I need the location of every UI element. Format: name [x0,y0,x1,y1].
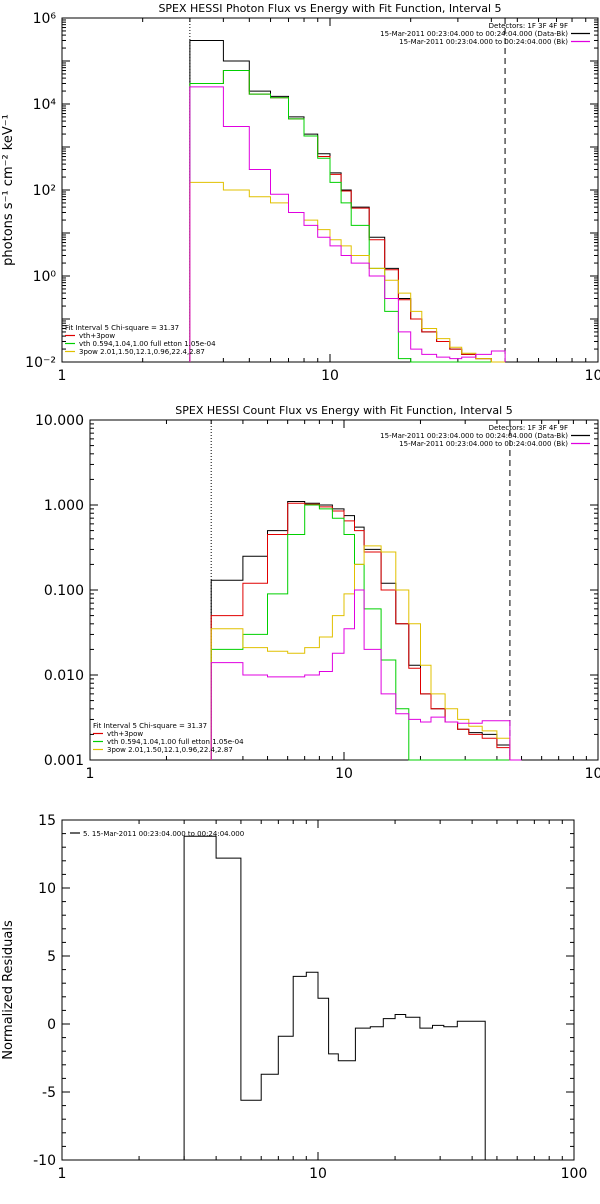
legend-entry-label: 15-Mar-2011 00:23:04.000 to 00:24:04.000… [399,38,568,46]
x-tick-label: 1 [58,1166,67,1182]
chart-title: SPEX HESSI Count Flux vs Energy with Fit… [175,404,512,417]
y-tick-label: 10² [33,183,56,199]
plot-frame [89,419,599,761]
x-tick-label: 1 [86,766,95,782]
legend-header: Detectors: 1F 3F 4F 9F [489,22,568,30]
y-axis-label: Normalized Residuals [1,920,16,1060]
series-line-3 [210,545,522,761]
legend-entry-label: vth 0.594,1.04,1.00 full etton 1.05e-04 [107,738,244,746]
y-tick-label: 10⁶ [33,11,57,27]
x-tick-label: 10 [309,1166,327,1182]
legend-header: Fit Interval 5 Chi-square = 31.37 [65,324,179,332]
legend-entry-label: 3pow 2.01,1.50,12.1,0.96,22.4,2.87 [79,348,205,356]
legend-entry-label: 15-Mar-2011 00:23:04.000 to 00:24:04.000… [399,440,568,448]
x-tick-label: 100 [561,1166,588,1182]
y-tick-label: 10 [38,881,56,897]
y-tick-label: -5 [42,1085,56,1101]
chart-panel-3: 1 10 100 -10 -5 0 5 10 15 Normalized Residuals 5. … [1,813,587,1182]
y-tick-label: 1.000 [44,498,84,514]
series-line-0 [189,40,506,363]
y-axis-label: photons s⁻¹ cm⁻² keV⁻¹ [1,114,16,266]
y-tick-label: 5 [47,949,56,965]
series-line-4 [189,86,506,362]
chart-title: SPEX HESSI Photon Flux vs Energy with Fi… [158,2,501,15]
legend-entry-label: vth+3pow [79,332,115,340]
legend-entry-label: vth 0.594,1.04,1.00 full etton 1.05e-04 [79,340,216,348]
x-tick-label: 10 [321,368,339,384]
series-line-2 [189,70,506,363]
y-tick-label: 10⁻² [25,355,56,371]
y-tick-label: 10⁰ [33,269,57,285]
x-tick-label: 100 [585,766,600,782]
y-tick-label: -10 [33,1153,56,1169]
x-tick-label: 100 [585,368,600,384]
y-tick-label: 10.000 [35,413,84,429]
legend-header: Detectors: 1F 3F 4F 9F [489,424,568,432]
y-tick-label: 15 [38,813,56,829]
legend-entry-label: vth+3pow [107,730,143,738]
series-line-1 [210,502,522,761]
chart-panel-2: SPEX HESSI Count Flux vs Energy with Fit… [35,404,600,782]
y-tick-label: 0.001 [44,753,84,769]
x-tick-label: 10 [335,766,353,782]
series-line-0 [183,835,486,1160]
legend-entry-label: 15-Mar-2011 00:23:04.000 to 00:24:04.000… [380,30,568,38]
series-line-4 [210,589,522,761]
series-line-0 [210,501,522,761]
plot-frame [61,17,599,363]
x-tick-label: 1 [58,368,67,384]
legend-entry-label: 3pow 2.01,1.50,12.1,0.96,22.4,2.87 [107,746,233,754]
legend-entry-label: 5. 15-Mar-2011 00:23:04.000 to 00:24:04.… [83,830,244,838]
series-line-2 [210,504,522,761]
series-line-3 [189,181,506,363]
chart-panel-1: SPEX HESSI Photon Flux vs Energy with Fi… [1,2,600,384]
series-line-1 [189,70,506,363]
legend-entry-label: 15-Mar-2011 00:23:04.000 to 00:24:04.000… [380,432,568,440]
legend-header: Fit Interval 5 Chi-square = 31.37 [93,722,207,730]
y-tick-label: 10⁴ [33,97,57,113]
y-tick-label: 0 [47,1017,56,1033]
y-tick-label: 0.010 [44,668,84,684]
y-tick-label: 0.100 [44,583,84,599]
